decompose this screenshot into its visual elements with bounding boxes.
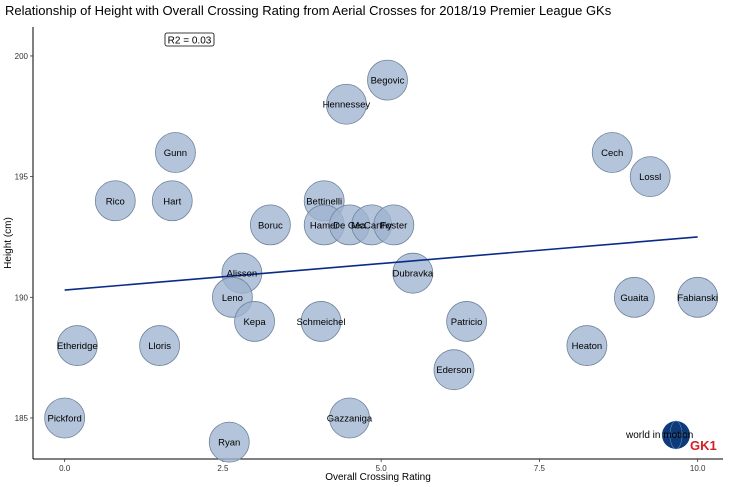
point-label: Pickford	[47, 413, 81, 424]
point-label: Lloris	[148, 341, 171, 352]
point-label: Patricio	[451, 317, 483, 328]
data-point	[94, 180, 136, 222]
point-label: Leno	[222, 293, 243, 304]
data-point	[208, 421, 250, 463]
point-label: Lossl	[639, 172, 661, 183]
data-point	[613, 276, 655, 318]
data-point	[139, 325, 181, 366]
y-tick-label: 200	[15, 52, 29, 61]
x-tick-label: 5.0	[376, 464, 388, 473]
axes	[32, 27, 723, 460]
y-tick-label: 195	[15, 173, 29, 182]
y-tick-label: 185	[15, 414, 29, 423]
point-label: McCarthy	[351, 220, 392, 231]
x-tick-label: 7.5	[534, 464, 546, 473]
data-point	[373, 204, 415, 246]
point-label: Hart	[163, 196, 181, 207]
point-label: Cech	[601, 148, 623, 159]
brand-text: world in motion	[625, 430, 693, 441]
x-axis-title: Overall Crossing Rating	[325, 472, 431, 483]
trend-line	[64, 236, 698, 291]
chart-title: Relationship of Height with Overall Cros…	[5, 3, 612, 18]
point-label: Hamer	[310, 220, 339, 231]
gk-logo-text: GK1	[690, 438, 717, 453]
data-point	[155, 132, 196, 173]
y-axis-title: Height (cm)	[3, 217, 14, 269]
point-label: Etheridge	[57, 341, 98, 352]
data-point	[329, 397, 370, 439]
point-label: Fabianski	[677, 293, 718, 304]
labels-layer: Begovic Hennessey Gunn Cech Lossl Rico Hart Bet…	[47, 76, 718, 449]
point-label: Hennessey	[323, 100, 371, 111]
data-point	[56, 325, 98, 366]
point-label: Begovic	[371, 76, 405, 87]
data-point	[591, 132, 633, 173]
point-label: Gunn	[164, 148, 187, 159]
point-label: Guaita	[620, 293, 649, 304]
data-point	[234, 301, 275, 342]
data-point	[446, 301, 488, 342]
point-label: Kepa	[243, 317, 266, 328]
data-point	[677, 276, 719, 318]
data-point	[629, 156, 671, 198]
point-label: Dubravka	[392, 269, 433, 280]
data-point	[44, 397, 86, 439]
point-label: Ryan	[218, 438, 240, 449]
data-point	[566, 325, 608, 366]
point-label: Boruc	[258, 220, 283, 231]
data-point	[249, 204, 291, 246]
point-label: Bettinelli	[306, 196, 342, 207]
y-ticks: 185 190 195 200	[15, 52, 33, 423]
points-layer	[44, 59, 719, 463]
data-point	[325, 83, 367, 125]
data-point	[367, 59, 408, 101]
point-label: Alisson	[227, 269, 258, 280]
point-label: Rico	[106, 196, 125, 207]
point-label: Gazzaniga	[327, 413, 373, 424]
r2-annotation: R2 = 0.03	[164, 32, 215, 47]
x-tick-label: 0.0	[59, 464, 71, 473]
data-point	[433, 349, 475, 391]
brand-logo: world in motion GK1	[625, 420, 717, 453]
y-tick-label: 190	[15, 293, 29, 302]
r2-label: R2 = 0.03	[168, 36, 212, 47]
data-point	[300, 301, 342, 342]
point-label: Ederson	[436, 365, 471, 376]
x-tick-label: 2.5	[217, 464, 229, 473]
x-ticks: 0.0 2.5 5.0 7.5 10.0	[59, 459, 706, 473]
point-label: Schmeichel	[296, 317, 345, 328]
data-point	[151, 180, 193, 222]
point-label: De Gea	[333, 220, 366, 231]
point-label: Heaton	[572, 341, 603, 352]
x-tick-label: 10.0	[690, 464, 706, 473]
r2-box	[164, 32, 215, 47]
point-label: Foster	[380, 220, 407, 231]
data-point	[392, 252, 434, 294]
